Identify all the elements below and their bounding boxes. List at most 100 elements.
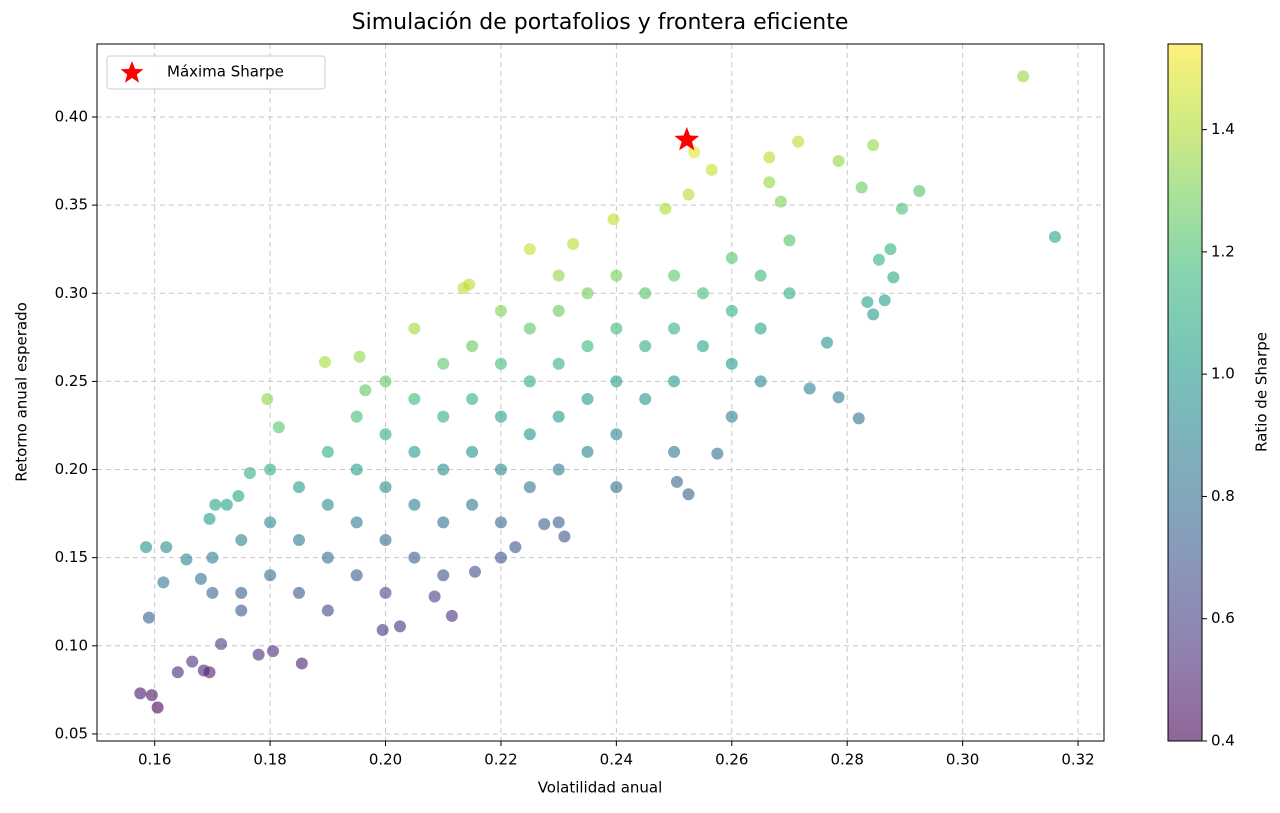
max-sharpe-star	[674, 126, 700, 151]
scatter-point	[558, 530, 571, 543]
scatter-point	[220, 498, 233, 511]
scatter-point	[408, 498, 421, 511]
scatter-point	[408, 551, 421, 564]
scatter-point	[359, 384, 372, 397]
scatter-point	[639, 393, 652, 406]
x-tick-label: 0.24	[600, 751, 633, 769]
scatter-point	[437, 410, 450, 423]
scatter-point	[267, 645, 280, 658]
y-tick-label: 0.20	[55, 460, 88, 478]
colorbar-tick-label: 0.8	[1211, 487, 1235, 505]
scatter-point	[682, 188, 695, 201]
scatter-point	[379, 586, 392, 599]
scatter-point	[321, 604, 334, 617]
scatter-point	[142, 611, 155, 624]
scatter-point	[157, 576, 170, 589]
scatter-point	[408, 322, 421, 335]
y-tick-label: 0.15	[55, 548, 88, 566]
scatter-point	[523, 481, 536, 494]
x-tick-label: 0.22	[484, 751, 517, 769]
scatter-point	[145, 689, 158, 702]
scatter-point	[180, 553, 193, 566]
scatter-point	[264, 516, 277, 529]
scatter-point	[610, 269, 623, 282]
scatter-point	[318, 356, 331, 369]
scatter-point	[878, 294, 891, 307]
scatter-point	[696, 340, 709, 353]
y-tick-label: 0.25	[55, 372, 88, 390]
scatter-point	[494, 304, 507, 317]
scatter-point	[206, 551, 219, 564]
scatter-point	[852, 412, 865, 425]
scatter-point	[379, 534, 392, 547]
scatter-point	[466, 498, 479, 511]
scatter-point	[581, 393, 594, 406]
y-axis-label: Retorno anual esperado	[13, 302, 31, 482]
scatter-point	[763, 176, 776, 189]
scatter-point	[292, 534, 305, 547]
y-tick-label: 0.30	[55, 284, 88, 302]
scatter-point	[670, 475, 683, 488]
scatter-point	[581, 445, 594, 458]
colorbar-tick-label: 1.2	[1211, 242, 1235, 260]
x-tick-label: 0.20	[369, 751, 402, 769]
scatter-point	[884, 243, 897, 256]
scatter-point	[792, 135, 805, 148]
scatter-point	[682, 488, 695, 501]
x-tick-label: 0.26	[715, 751, 748, 769]
scatter-point	[610, 481, 623, 494]
scatter-point	[264, 569, 277, 582]
scatter-point	[610, 322, 623, 335]
scatter-point	[235, 534, 248, 547]
scatter-point	[783, 234, 796, 247]
scatter-point	[887, 271, 900, 284]
legend-marker	[120, 61, 144, 83]
scatter-point	[832, 155, 845, 168]
y-tick-label: 0.05	[55, 724, 88, 742]
scatter-point	[321, 445, 334, 458]
scatter-point	[264, 463, 277, 476]
scatter-point	[134, 687, 147, 700]
scatter-point	[725, 357, 738, 370]
scatter-point	[186, 655, 199, 668]
scatter-point	[774, 195, 787, 208]
scatter-point	[754, 375, 767, 388]
scatter-point	[1017, 70, 1030, 83]
scatter-point	[235, 586, 248, 599]
x-tick-label: 0.32	[1061, 751, 1094, 769]
legend-label: Máxima Sharpe	[167, 63, 284, 81]
scatter-point	[466, 445, 479, 458]
scatter-point	[468, 565, 481, 578]
scatter-point	[861, 296, 874, 309]
scatter-point	[494, 410, 507, 423]
scatter-point	[607, 213, 620, 226]
scatter-point	[855, 181, 868, 194]
scatter-point	[437, 516, 450, 529]
scatter-point	[494, 516, 507, 529]
scatter-point	[321, 498, 334, 511]
scatter-point	[725, 410, 738, 423]
plot-frame	[96, 43, 1105, 742]
x-tick-label: 0.28	[830, 751, 863, 769]
scatter-point	[272, 421, 285, 434]
scatter-point	[668, 269, 681, 282]
scatter-point	[610, 375, 623, 388]
colorbar-tick-label: 1.0	[1211, 365, 1235, 383]
scatter-point	[711, 447, 724, 460]
scatter-point	[408, 393, 421, 406]
scatter-point	[350, 569, 363, 582]
scatter-point	[466, 340, 479, 353]
scatter-point	[494, 551, 507, 564]
scatter-point	[194, 572, 207, 585]
scatter-point	[171, 666, 184, 679]
scatter-point	[754, 322, 767, 335]
scatter-point	[567, 237, 580, 250]
scatter-point	[203, 512, 216, 525]
scatter-point	[393, 620, 406, 633]
scatter-point	[437, 463, 450, 476]
x-axis-label: Volatilidad anual	[538, 779, 663, 797]
scatter-point	[437, 357, 450, 370]
scatter-point	[872, 253, 885, 266]
scatter-point	[232, 489, 245, 502]
